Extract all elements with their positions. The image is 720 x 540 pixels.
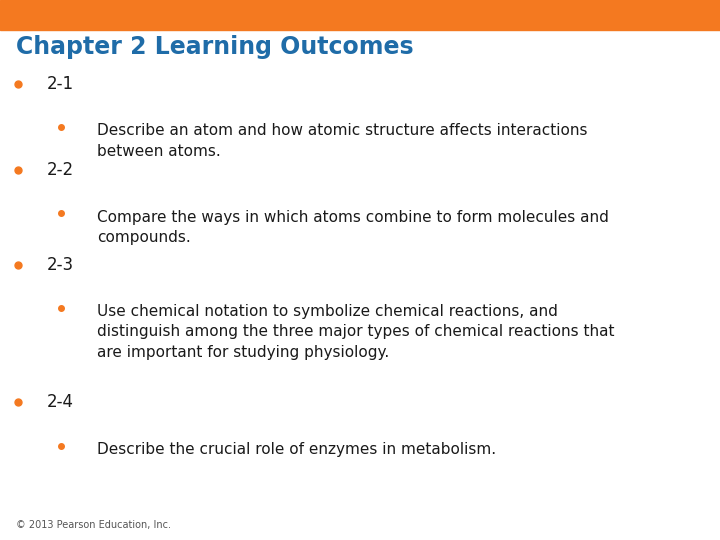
Text: Compare the ways in which atoms combine to form molecules and
compounds.: Compare the ways in which atoms combine … [97,210,609,245]
Text: Describe an atom and how atomic structure affects interactions
between atoms.: Describe an atom and how atomic structur… [97,123,588,159]
Text: 2-4: 2-4 [47,393,74,411]
Text: 2-2: 2-2 [47,161,74,179]
Text: 2-1: 2-1 [47,75,74,93]
Bar [0,0,720,30]
Text: Describe the crucial role of enzymes in metabolism.: Describe the crucial role of enzymes in … [97,442,496,457]
Text: © 2013 Pearson Education, Inc.: © 2013 Pearson Education, Inc. [16,520,171,530]
Text: 2-3: 2-3 [47,255,74,274]
Text: Chapter 2 Learning Outcomes: Chapter 2 Learning Outcomes [16,35,413,59]
Text: Use chemical notation to symbolize chemical reactions, and
distinguish among the: Use chemical notation to symbolize chemi… [97,304,615,360]
